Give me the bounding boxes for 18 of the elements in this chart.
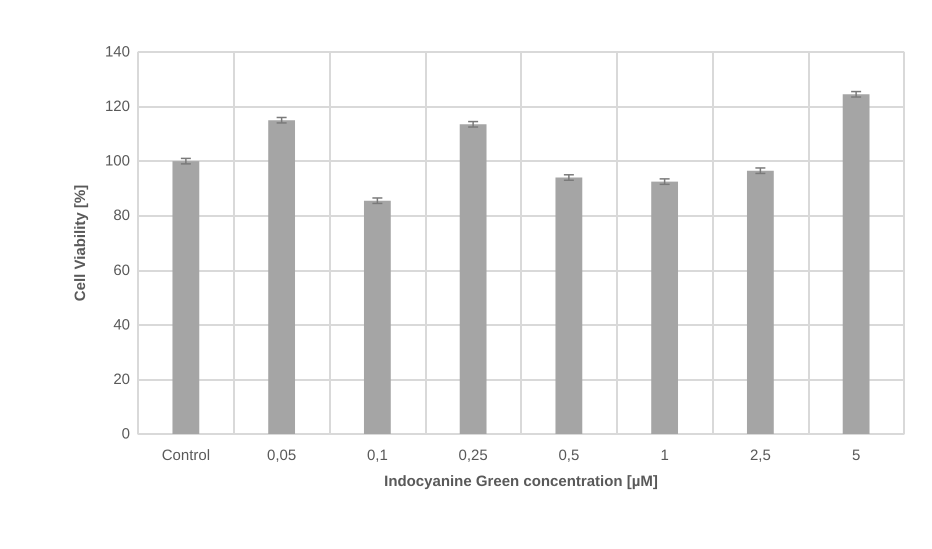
y-tick-label: 100: [104, 152, 130, 170]
y-tick-label: 120: [104, 98, 130, 116]
x-tick-label: 2,5: [750, 447, 771, 464]
y-tick-label: 80: [113, 207, 130, 224]
x-tick-label: 1: [660, 447, 669, 464]
x-tick-label: 0,05: [267, 447, 296, 464]
x-axis-title: Indocyanine Green concentration [µM]: [384, 473, 658, 490]
x-tick-label: 0,1: [366, 447, 388, 464]
y-tick-label: 140: [104, 44, 130, 60]
x-tick-label: 0,25: [458, 447, 488, 464]
x-tick-label: Control: [162, 447, 210, 464]
y-tick-label: 60: [113, 262, 130, 279]
y-axis-title: Cell Viability [%]: [72, 184, 89, 302]
y-tick-label: 0: [122, 426, 130, 442]
y-tick-label: 40: [113, 316, 130, 334]
x-tick-label: 0,5: [558, 447, 580, 464]
y-tick-label: 20: [113, 370, 130, 388]
x-tick-label: 5: [852, 447, 860, 464]
